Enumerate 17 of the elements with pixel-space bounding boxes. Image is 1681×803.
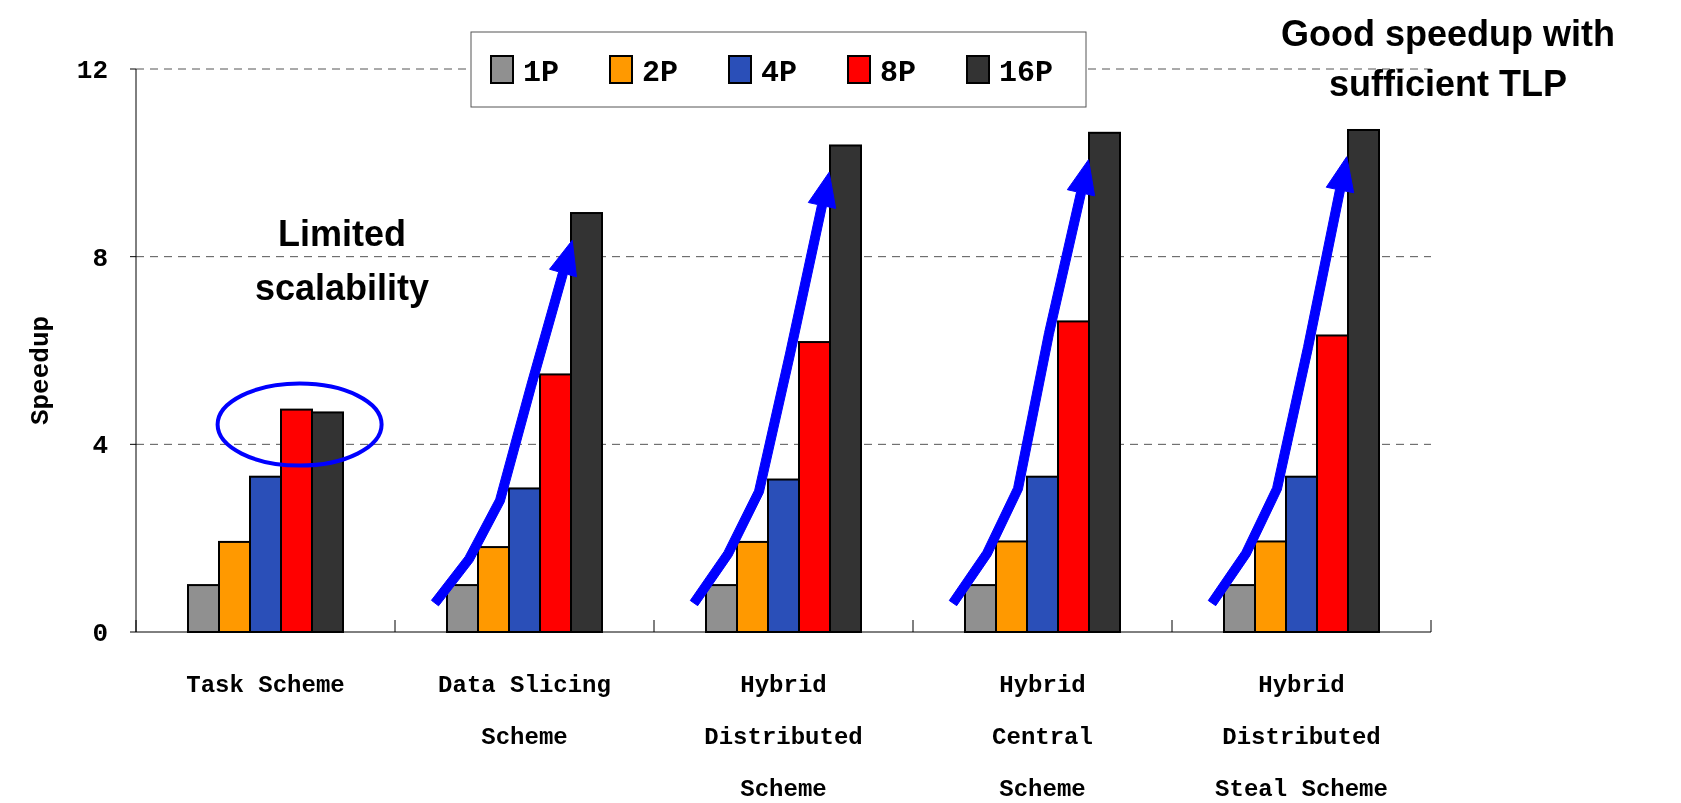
x-tick-label: Hybrid Distributed Steal Scheme bbox=[1215, 672, 1388, 803]
y-tick-label: 8 bbox=[92, 243, 108, 274]
y-tick-label: 12 bbox=[76, 56, 108, 87]
legend-label: 16P bbox=[999, 55, 1054, 90]
annotation: Limited scalability bbox=[254, 213, 430, 308]
x-tick-label: Task Scheme bbox=[186, 672, 345, 699]
x-tick-label: Hybrid Central Scheme bbox=[992, 672, 1093, 803]
y-tick-label: 0 bbox=[92, 619, 108, 650]
x-tick-label: Data Slicing Scheme bbox=[438, 672, 611, 751]
legend-label: 2P bbox=[642, 55, 679, 90]
x-tick-label: Hybrid Distributed Scheme bbox=[704, 672, 863, 803]
legend-label: 1P bbox=[523, 55, 560, 90]
legend-label: 8P bbox=[880, 55, 917, 90]
y-tick-label: 4 bbox=[92, 431, 108, 462]
y-axis-title: Speedup bbox=[26, 315, 56, 426]
legend-label: 4P bbox=[761, 55, 798, 90]
annotation: Good speedup with sufficient TLP bbox=[1281, 13, 1615, 104]
